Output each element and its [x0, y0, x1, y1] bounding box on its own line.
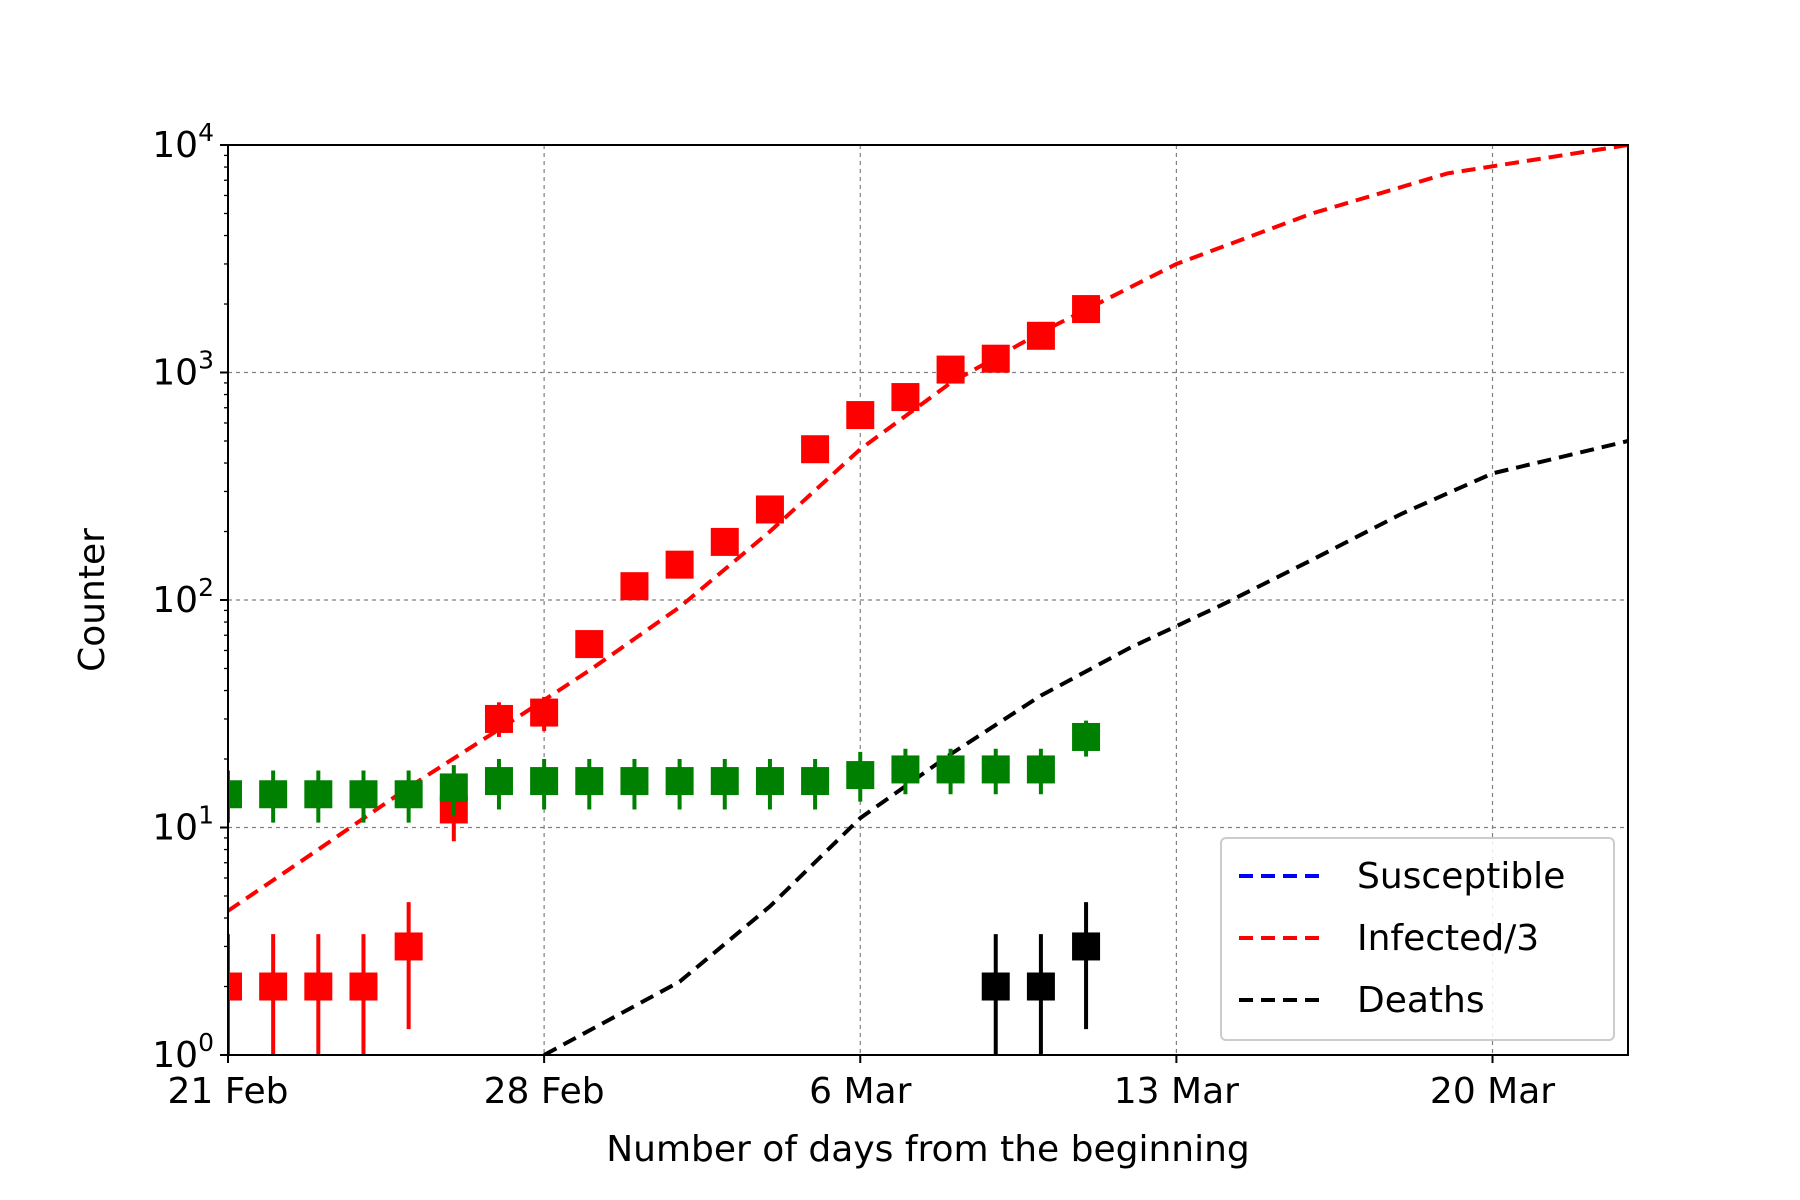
data-marker-green — [259, 780, 288, 809]
data-marker-red — [755, 495, 784, 524]
y-tick-base: 10 — [152, 353, 198, 394]
data-marker-green — [936, 755, 965, 784]
data-marker-green — [1072, 722, 1101, 751]
data-marker-red — [304, 972, 333, 1001]
data-marker-green — [484, 767, 513, 796]
data-marker-black — [981, 972, 1010, 1001]
data-marker-red — [620, 572, 649, 601]
data-marker-red — [575, 630, 604, 659]
data-marker-red — [484, 704, 513, 733]
legend-label: Susceptible — [1357, 856, 1565, 897]
data-marker-red — [1072, 295, 1101, 324]
data-marker-red — [801, 435, 830, 464]
data-marker-red — [710, 527, 739, 556]
data-marker-green — [981, 755, 1010, 784]
data-marker-green — [846, 761, 875, 790]
data-marker-green — [349, 780, 378, 809]
y-tick-base: 10 — [152, 808, 198, 849]
data-marker-green — [575, 767, 604, 796]
data-marker-green — [228, 780, 242, 809]
data-marker-red — [665, 550, 694, 579]
data-marker-green — [1026, 755, 1055, 784]
axis-ticks — [220, 144, 1494, 1063]
data-marker-red — [259, 972, 288, 1001]
y-tick-base: 10 — [152, 1035, 198, 1076]
data-marker-black — [1072, 932, 1101, 961]
data-marker-green — [891, 755, 920, 784]
y-tick-label: 101 — [152, 801, 214, 849]
legend-label: Infected/3 — [1357, 918, 1539, 959]
data-marker-red — [846, 401, 875, 430]
x-tick-label: 28 Feb — [484, 1071, 605, 1112]
data-marker-green — [439, 773, 468, 802]
y-tick-exponent: 0 — [198, 1028, 214, 1057]
data-marker-red — [530, 698, 559, 727]
grid-lines — [228, 145, 1628, 1055]
data-marker-red — [936, 355, 965, 384]
data-marker-green — [710, 767, 739, 796]
data-marker-red — [891, 383, 920, 412]
x-tick-labels: 21 Feb 28 Feb 6 Mar 13 Mar 20 Mar — [168, 1071, 1556, 1112]
y-tick-exponent: 2 — [198, 573, 214, 602]
data-marker-red — [228, 972, 242, 1001]
y-tick-label: 100 — [152, 1028, 214, 1076]
y-tick-exponent: 1 — [198, 801, 214, 830]
data-marker-green — [620, 767, 649, 796]
y-tick-exponent: 4 — [198, 118, 214, 147]
legend-label: Deaths — [1357, 980, 1485, 1021]
data-marker-green — [801, 767, 830, 796]
legend-box — [1220, 837, 1615, 1041]
series-line-infected-3 — [228, 145, 1628, 913]
data-marker-green — [394, 780, 423, 809]
x-tick-label: 6 Mar — [809, 1071, 911, 1112]
data-marker-green — [755, 767, 784, 796]
y-axis-label: Counter — [72, 528, 113, 672]
data-marker-red — [349, 972, 378, 1001]
data-marker-red — [1026, 321, 1055, 350]
x-tick-label: 21 Feb — [168, 1071, 289, 1112]
x-tick-label: 13 Mar — [1114, 1071, 1239, 1112]
plot-area — [228, 145, 1628, 1055]
data-marker-green — [665, 767, 694, 796]
y-tick-base: 10 — [152, 580, 198, 621]
x-tick-label: 20 Mar — [1430, 1071, 1555, 1112]
data-marker-red — [394, 932, 423, 961]
data-marker-black — [1026, 972, 1055, 1001]
y-tick-label: 104 — [152, 118, 214, 166]
data-marker-red — [981, 344, 1010, 373]
y-tick-exponent: 3 — [198, 346, 214, 375]
x-axis-label: Number of days from the beginning — [606, 1129, 1250, 1170]
legend: Susceptible Infected/3 Deaths — [1220, 837, 1615, 1041]
y-tick-label: 103 — [152, 346, 214, 394]
y-tick-label: 102 — [152, 573, 214, 621]
y-tick-base: 10 — [152, 125, 198, 166]
series-line-deaths — [543, 439, 1628, 1055]
plot-clipped-group — [228, 145, 1628, 1055]
data-marker-green — [304, 780, 333, 809]
data-marker-green — [530, 767, 559, 796]
